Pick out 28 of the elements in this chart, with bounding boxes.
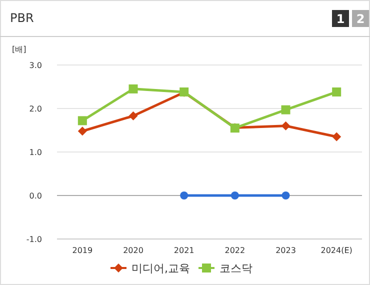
point <box>128 111 138 120</box>
y-tick-label: 0.0 <box>29 192 42 200</box>
legend-label: 미디어,교육 <box>132 262 190 275</box>
point <box>332 132 342 142</box>
point <box>78 116 87 126</box>
point <box>128 84 138 94</box>
point <box>332 87 342 96</box>
x-tick-label: 2021 <box>174 246 194 255</box>
y-axis-title: [배] <box>12 45 26 54</box>
x-tick-label: 2024(E) <box>320 246 352 255</box>
chart-title: PBR <box>10 11 34 25</box>
point <box>230 192 239 200</box>
x-tick-label: 2020 <box>123 246 144 255</box>
point <box>282 192 290 200</box>
legend-label: 코스닥 <box>220 262 252 275</box>
y-tick-label: 1.0 <box>29 148 42 157</box>
y-tick-label: -1.0 <box>26 235 42 244</box>
y-tick-label: 2.0 <box>29 104 42 114</box>
point <box>78 126 87 136</box>
point <box>281 121 290 130</box>
text: 2 <box>356 12 365 26</box>
point <box>180 192 188 200</box>
x-tick-label: 2022 <box>224 246 246 255</box>
x-tick-label: 2019 <box>72 246 93 255</box>
text: 1 <box>336 12 345 26</box>
x-tick-label: 2023 <box>276 246 296 255</box>
y-tick-label: 3.0 <box>29 61 42 70</box>
point <box>281 105 290 114</box>
